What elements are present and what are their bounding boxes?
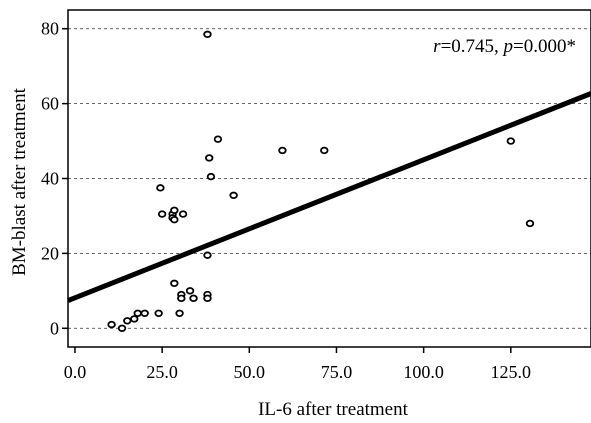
data-point-0 [203, 30, 212, 39]
data-point-14 [203, 251, 212, 259]
x-axis-ticks: 0.0 25.0 50.0 75.0 100.0 125.0 [64, 347, 531, 382]
data-point-31 [525, 219, 535, 228]
annotation-p-value: =0.000* [513, 36, 576, 57]
data-point-27 [123, 317, 132, 325]
data-point-30 [506, 137, 516, 145]
y-tick-label-1: 20 [41, 243, 59, 263]
data-point-6 [156, 184, 165, 192]
y-axis-ticks: 0 20 40 60 80 [41, 19, 68, 338]
data-point-25 [140, 309, 149, 317]
y-tick-label-2: 40 [41, 169, 59, 189]
x-tick-label-0: 0.0 [64, 362, 87, 382]
data-point-12 [170, 206, 179, 215]
x-tick-label-2: 50.0 [234, 362, 266, 382]
data-point-22 [175, 309, 184, 317]
data-points [107, 30, 535, 332]
data-point-24 [133, 309, 142, 317]
data-point-29 [117, 324, 127, 332]
data-point-28 [107, 320, 116, 329]
y-tick-label-0: 0 [50, 318, 59, 338]
x-tick-label-3: 75.0 [321, 362, 353, 382]
data-point-2 [278, 146, 287, 155]
x-tick-label-4: 100.0 [403, 362, 444, 382]
grid-lines [68, 28, 591, 329]
data-point-5 [206, 172, 216, 181]
y-axis-title: BM-blast after treatment [9, 87, 30, 276]
x-axis-title: IL-6 after treatment [258, 399, 409, 420]
regression-line [67, 91, 591, 303]
data-point-21 [203, 294, 212, 303]
data-point-7 [229, 191, 238, 200]
y-tick-label-4: 80 [41, 19, 59, 39]
data-point-1 [213, 135, 223, 143]
data-point-10 [178, 210, 188, 218]
data-point-16 [185, 287, 195, 295]
data-point-20 [189, 294, 198, 303]
annotation-r-symbol: r [433, 36, 441, 57]
correlation-annotation: r=0.745, p=0.000* [433, 36, 576, 57]
annotation-r-value: =0.745, [441, 36, 504, 57]
y-tick-label-3: 60 [41, 94, 59, 114]
x-tick-label-1: 25.0 [146, 362, 178, 382]
data-point-19 [177, 294, 186, 303]
data-point-23 [154, 309, 163, 317]
data-point-26 [130, 315, 139, 323]
data-point-15 [170, 279, 179, 288]
x-tick-label-5: 125.0 [491, 362, 532, 382]
data-point-13 [170, 215, 179, 224]
data-point-3 [320, 146, 329, 155]
data-point-4 [205, 154, 214, 162]
data-point-8 [157, 210, 167, 218]
annotation-p-symbol: p [502, 36, 514, 57]
